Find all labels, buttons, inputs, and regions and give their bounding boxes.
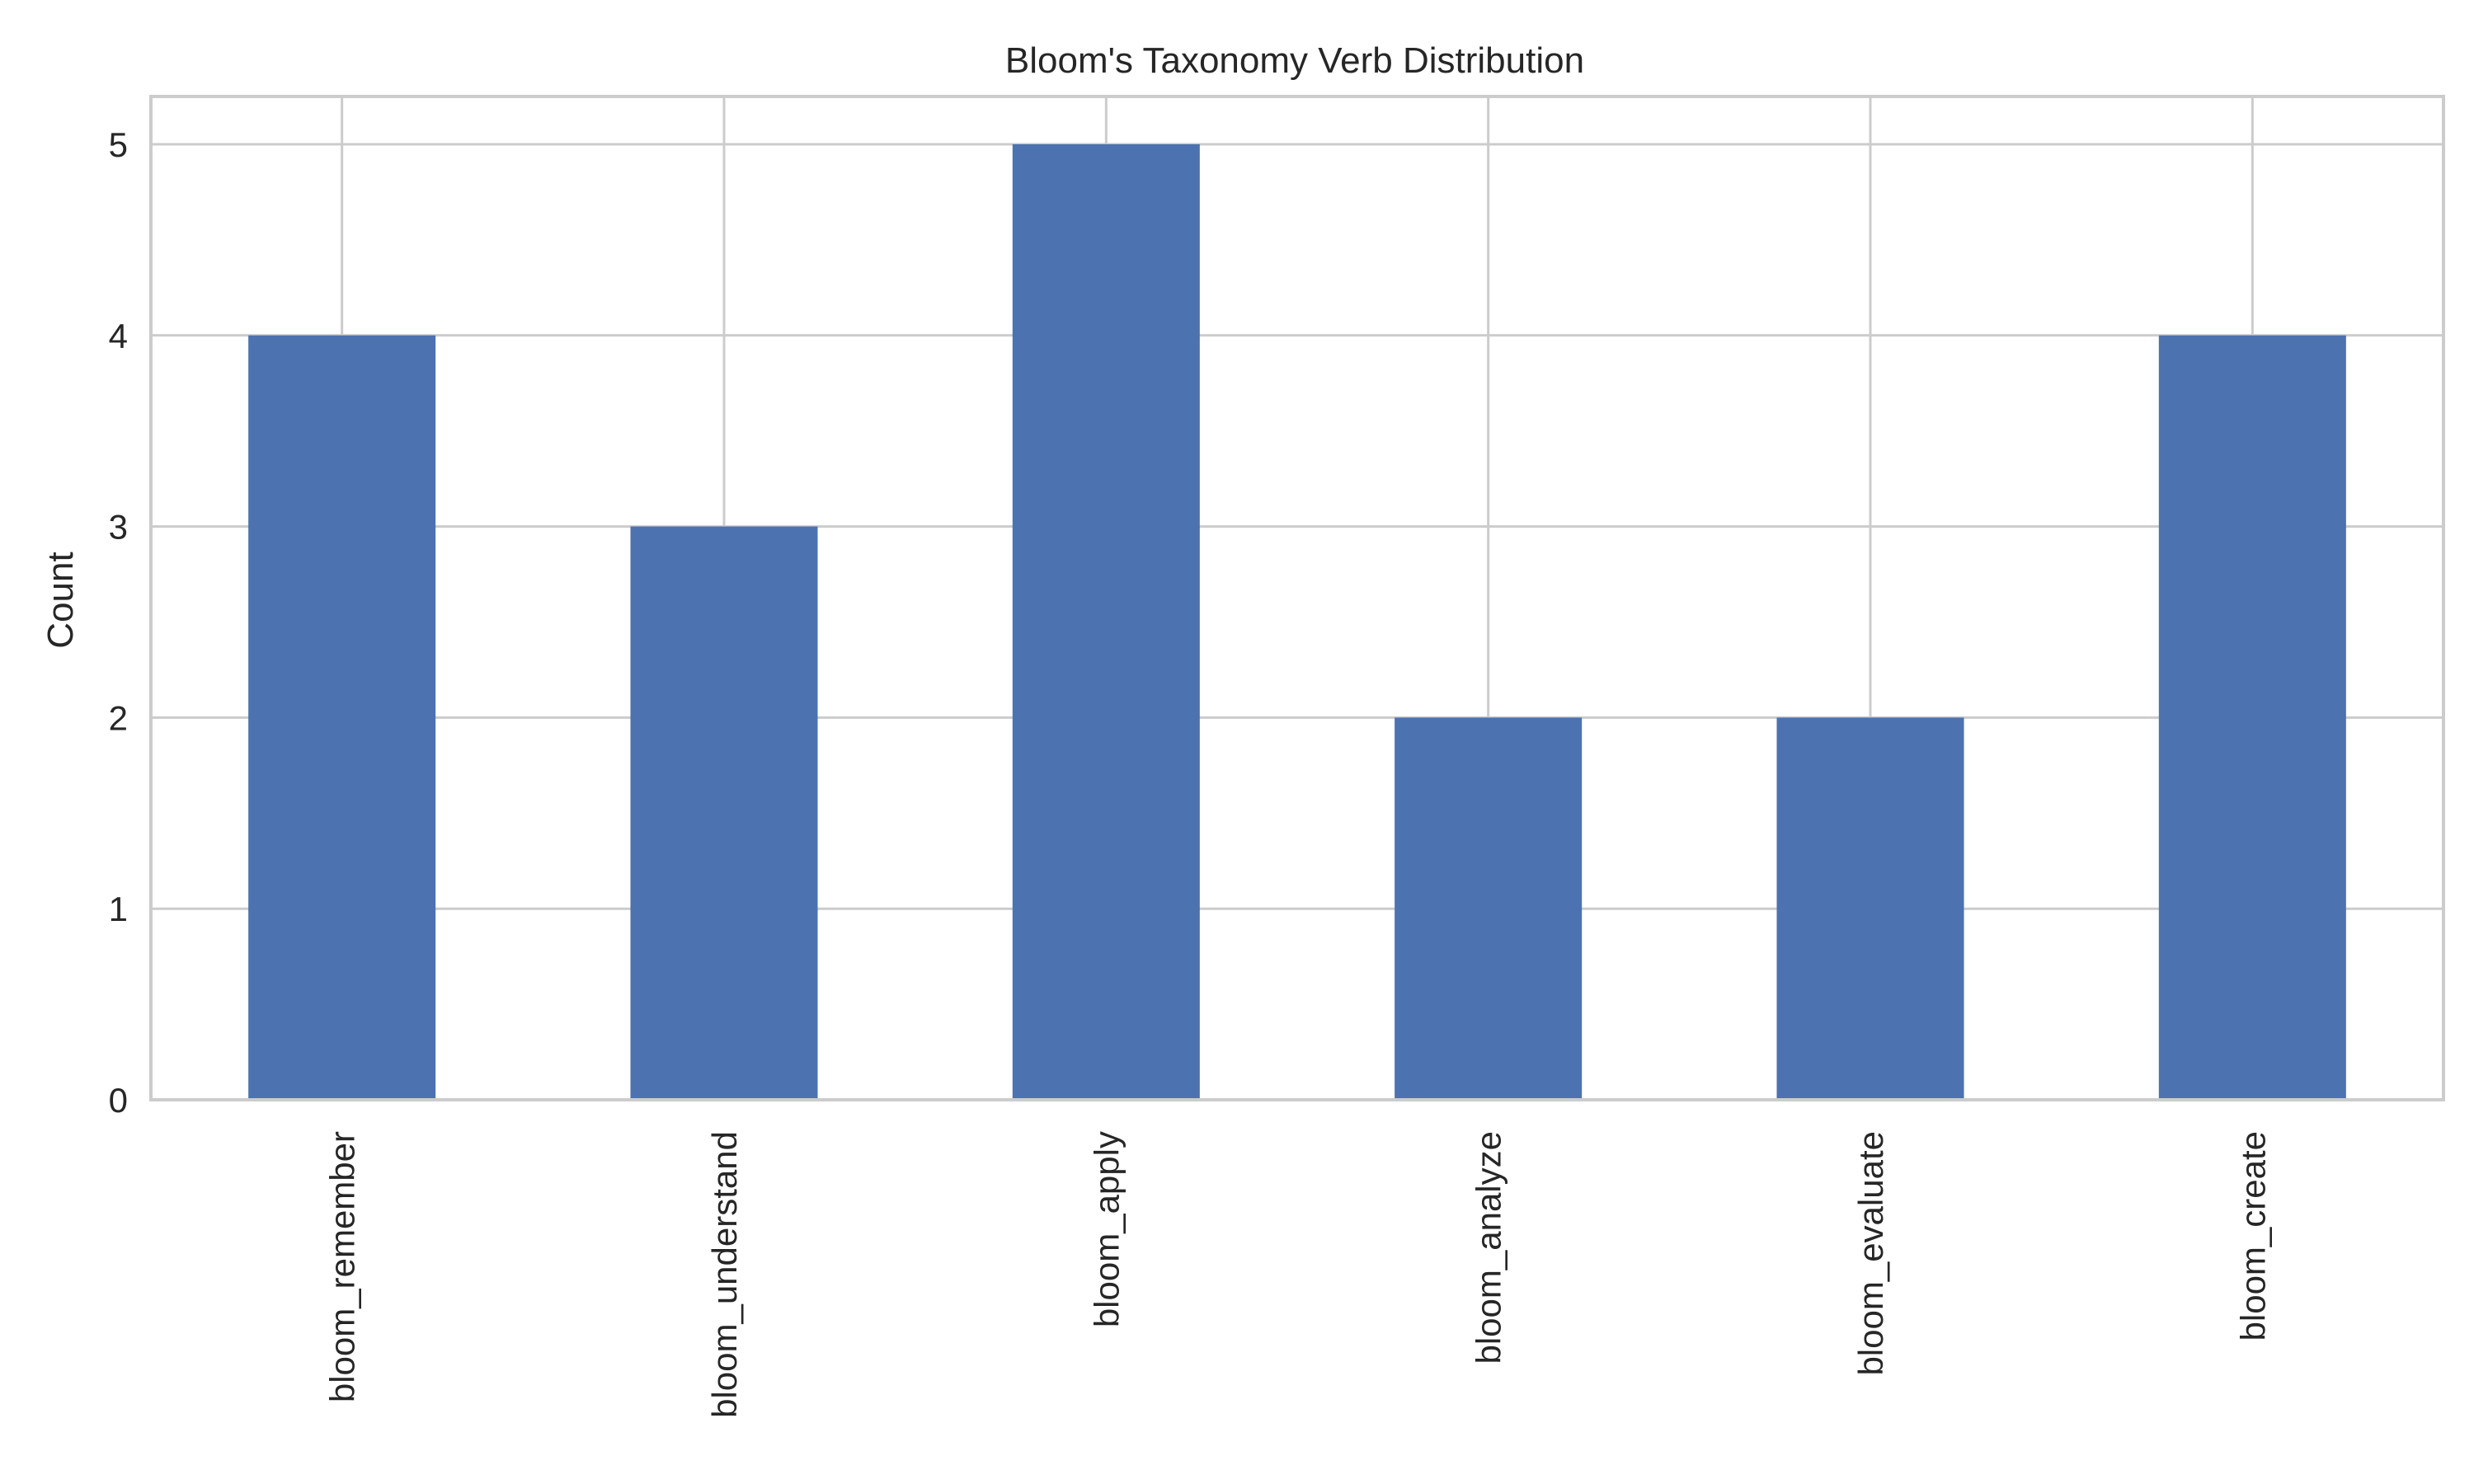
chart-title: Bloom's Taxonomy Verb Distribution: [1005, 40, 1584, 81]
bar-bloom_analyze: [1395, 717, 1583, 1100]
bar-bloom_remember: [248, 335, 436, 1100]
bars: [248, 143, 2346, 1100]
plot-frame: [149, 95, 2445, 1101]
y-tick-label: 5: [109, 125, 128, 164]
y-tick-label: 0: [109, 1081, 128, 1120]
bar-bloom_create: [2158, 335, 2346, 1100]
bar-bloom_evaluate: [1776, 717, 1964, 1100]
x-tick-label: bloom_remember: [323, 1131, 362, 1402]
x-tick-label: bloom_create: [2233, 1131, 2272, 1341]
y-axis-label: Count: [40, 552, 81, 648]
x-tick-label: bloom_apply: [1087, 1131, 1126, 1327]
bar-bloom_understand: [630, 526, 818, 1100]
x-tick-label: bloom_understand: [705, 1131, 744, 1418]
y-tick-label: 3: [109, 508, 128, 547]
y-axis-ticks: 0 1 2 3 4 5: [109, 125, 128, 1120]
x-axis-ticks: bloom_remember bloom_understand bloom_appl…: [323, 1131, 2273, 1418]
y-tick-label: 2: [109, 698, 128, 737]
x-tick-label: bloom_evaluate: [1851, 1131, 1890, 1376]
x-tick-label: bloom_analyze: [1470, 1131, 1508, 1364]
y-tick-label: 4: [109, 317, 128, 355]
y-tick-label: 1: [109, 890, 128, 928]
bar-bloom_apply: [1012, 143, 1200, 1100]
